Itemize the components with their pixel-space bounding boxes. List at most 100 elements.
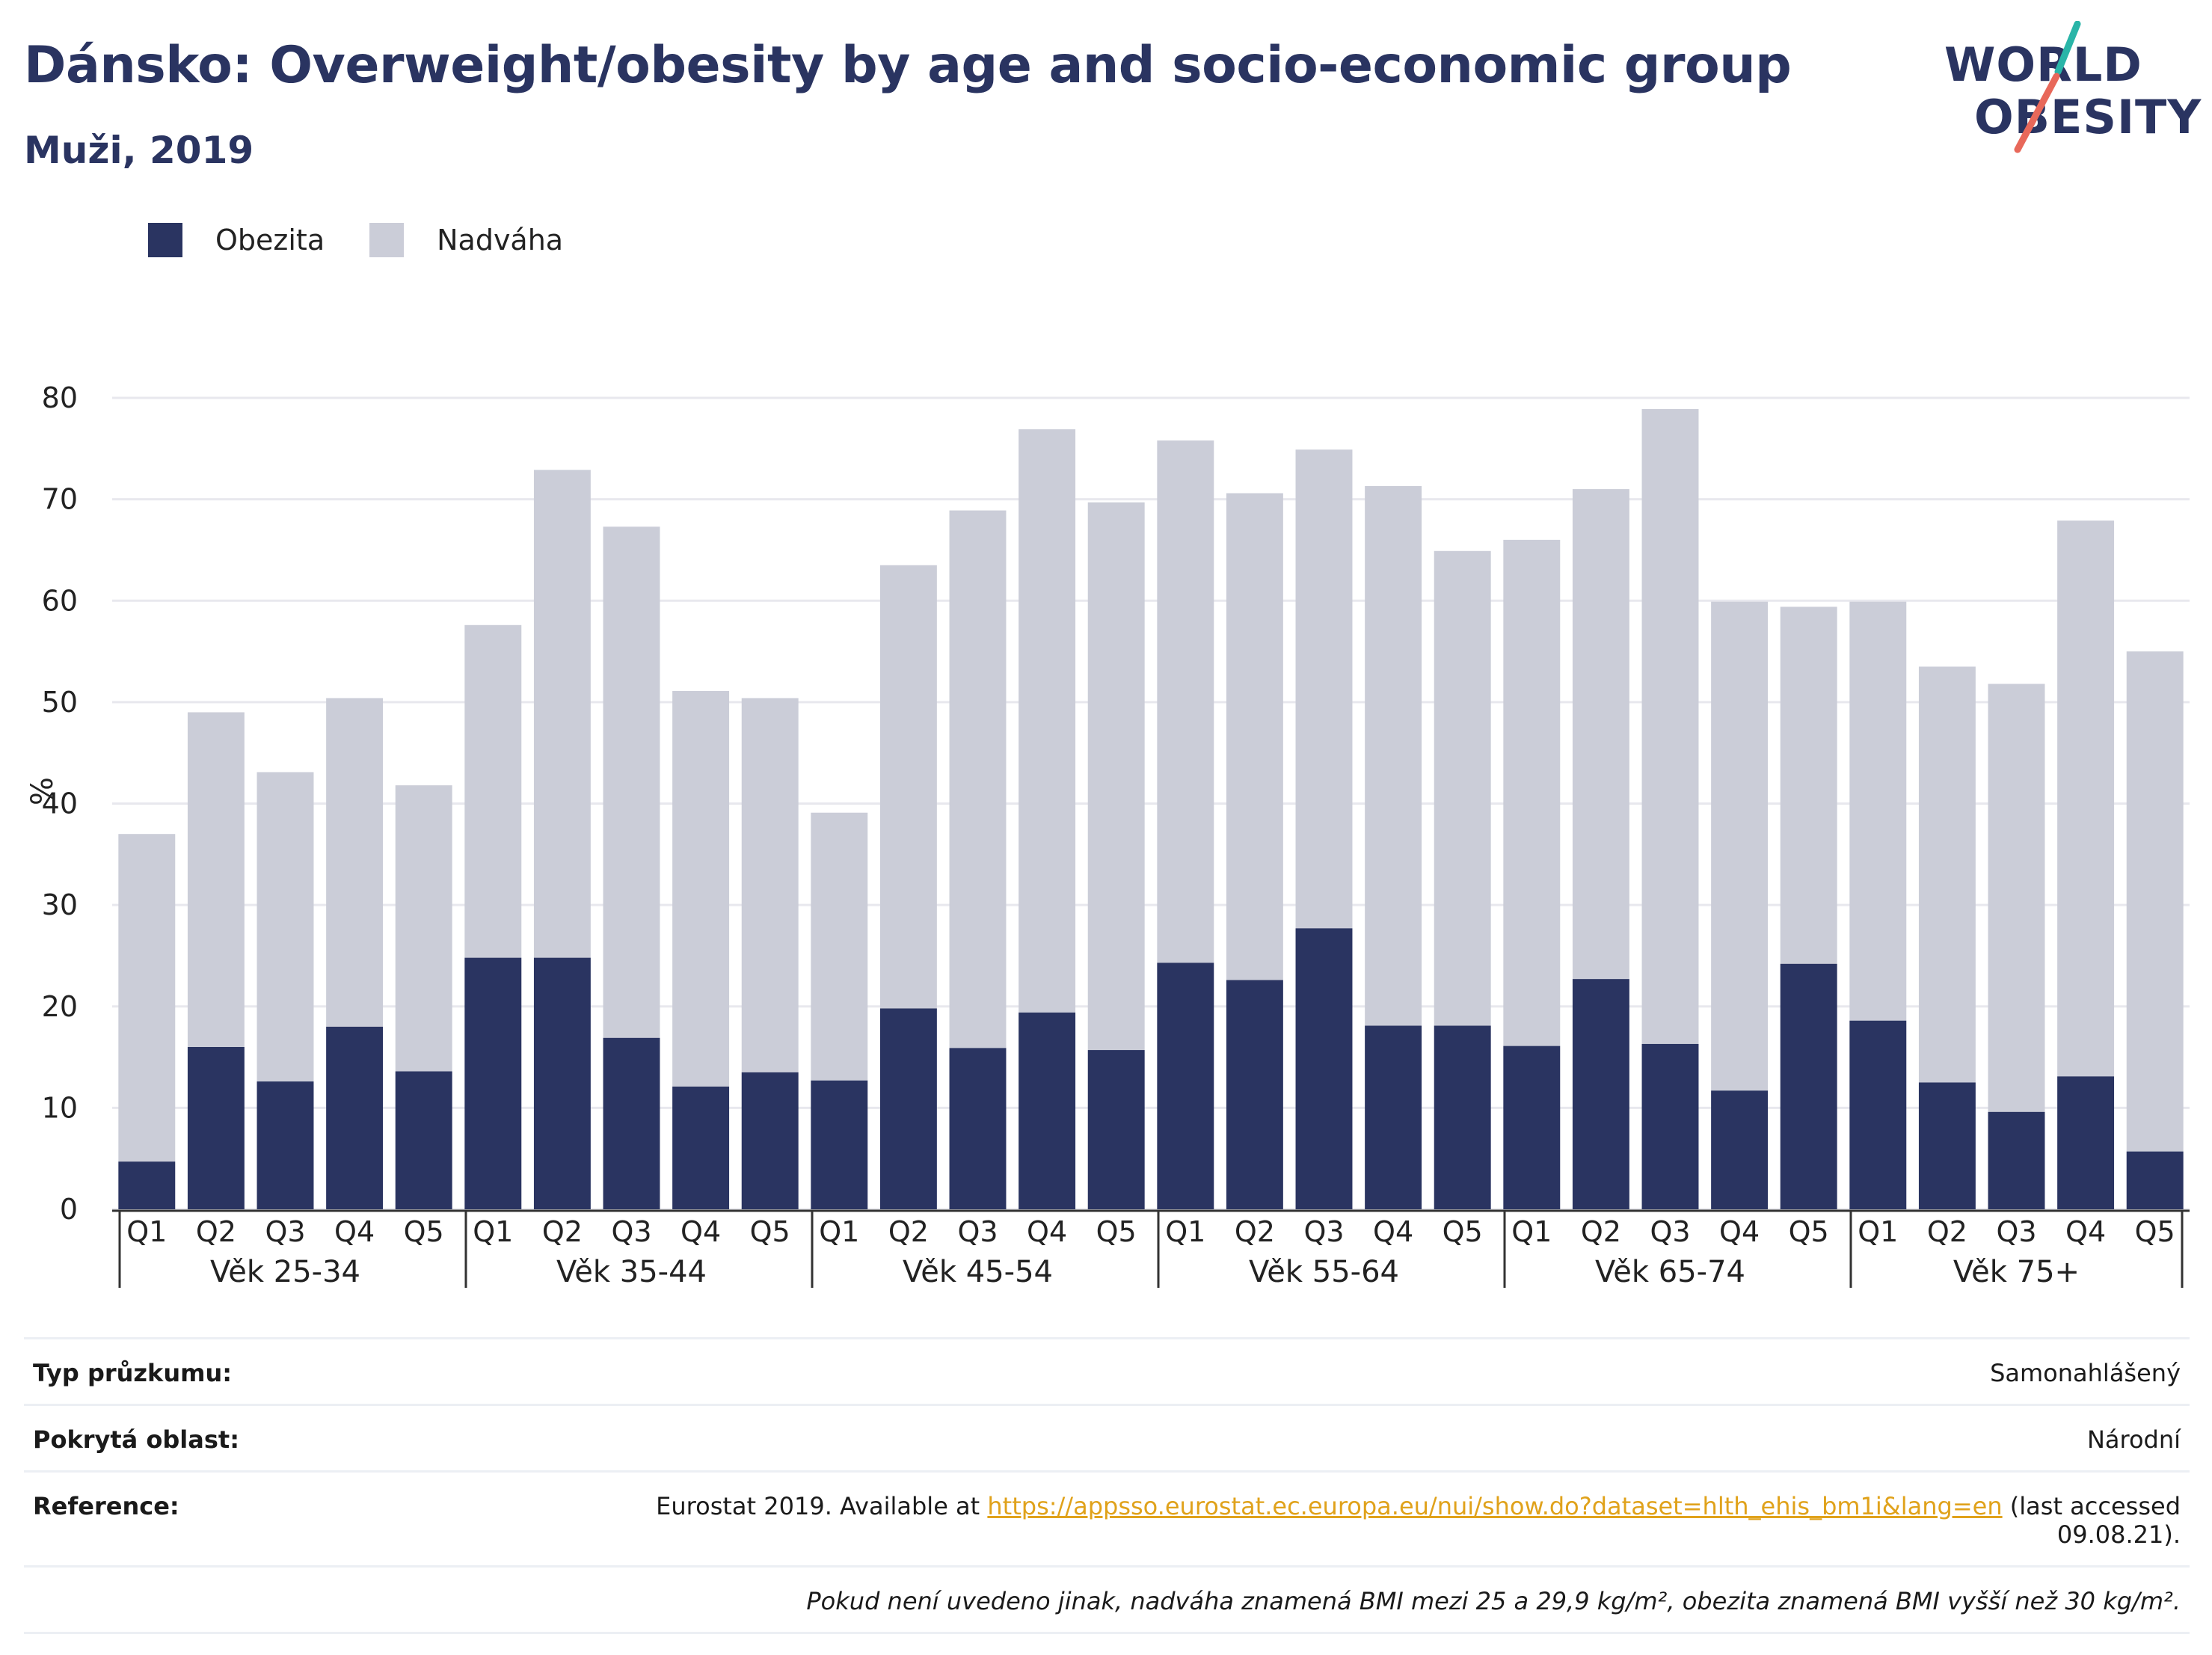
bar-obesity bbox=[949, 1048, 1007, 1209]
x-tick-label: Q4 bbox=[2065, 1215, 2106, 1248]
bar-overweight bbox=[879, 565, 937, 1009]
bar-obesity bbox=[1918, 1082, 1976, 1209]
y-tick-label: 0 bbox=[60, 1193, 78, 1226]
y-tick-label: 10 bbox=[42, 1091, 78, 1124]
bar-overweight bbox=[1295, 449, 1353, 929]
page-subtitle: Muži, 2019 bbox=[24, 129, 254, 172]
bar-overweight bbox=[1226, 493, 1283, 980]
group-label: Věk 55-64 bbox=[1249, 1255, 1399, 1289]
x-tick-label: Q3 bbox=[1996, 1215, 2036, 1248]
logo-slash-teal bbox=[2054, 21, 2081, 76]
survey-type-label: Typ průzkumu: bbox=[33, 1359, 233, 1387]
area-value: Národní bbox=[2086, 1425, 2181, 1454]
y-tick-label: 60 bbox=[42, 584, 78, 617]
bar-obesity bbox=[1503, 1045, 1561, 1209]
survey-type-value: Samonahlášený bbox=[1990, 1359, 2181, 1387]
legend-label-obesity: Obezita bbox=[215, 224, 325, 257]
info-table: Typ průzkumu: Samonahlášený Pokrytá obla… bbox=[24, 1337, 2190, 1634]
bar-overweight bbox=[603, 526, 660, 1038]
bar-obesity bbox=[326, 1026, 384, 1209]
x-tick-label: Q5 bbox=[750, 1215, 790, 1248]
bar-overweight bbox=[1087, 502, 1145, 1051]
bar-obesity bbox=[1780, 963, 1837, 1209]
bar-obesity bbox=[1157, 962, 1214, 1209]
reference-suffix: (last accessed bbox=[2002, 1492, 2181, 1520]
x-tick-label: Q1 bbox=[126, 1215, 167, 1248]
x-tick-label: Q1 bbox=[1511, 1215, 1552, 1248]
bar-obesity bbox=[464, 957, 522, 1209]
bar-obesity bbox=[1434, 1025, 1491, 1209]
bar-overweight bbox=[1157, 440, 1214, 963]
definition-note: Pokud není uvedeno jinak, nadváha znamen… bbox=[24, 1565, 2190, 1634]
x-tick-label: Q1 bbox=[1165, 1215, 1205, 1248]
bar-overweight bbox=[672, 690, 730, 1087]
bar-obesity bbox=[1711, 1090, 1769, 1209]
bar-obesity bbox=[1641, 1043, 1699, 1209]
bar-overweight bbox=[1641, 408, 1699, 1044]
bar-obesity bbox=[118, 1161, 176, 1209]
bar-obesity bbox=[256, 1081, 314, 1209]
y-tick-label: 80 bbox=[42, 381, 78, 414]
bar-obesity bbox=[741, 1072, 799, 1209]
x-tick-label: Q5 bbox=[1096, 1215, 1137, 1248]
legend-item-overweight[interactable]: Nadváha bbox=[369, 223, 563, 257]
x-tick-label: Q3 bbox=[1303, 1215, 1344, 1248]
x-tick-label: Q2 bbox=[196, 1215, 236, 1248]
group-label: Věk 65-74 bbox=[1595, 1255, 1745, 1289]
legend-item-obesity[interactable]: Obezita bbox=[148, 223, 325, 257]
bar-overweight bbox=[1019, 429, 1076, 1013]
legend-swatch-overweight bbox=[369, 223, 405, 257]
bar-overweight bbox=[1711, 601, 1769, 1091]
x-tick-label: Q2 bbox=[888, 1215, 929, 1248]
bar-obesity bbox=[672, 1086, 730, 1209]
x-tick-label: Q2 bbox=[542, 1215, 583, 1248]
bar-overweight bbox=[1572, 489, 1629, 980]
bar-overweight bbox=[187, 712, 245, 1047]
y-tick-label: 50 bbox=[42, 686, 78, 719]
bar-obesity bbox=[879, 1008, 937, 1209]
reference-prefix: Eurostat 2019. Available at bbox=[656, 1492, 988, 1520]
x-tick-label: Q5 bbox=[404, 1215, 444, 1248]
legend-label-overweight: Nadváha bbox=[437, 224, 564, 257]
info-row-area: Pokrytá oblast: Národní bbox=[24, 1404, 2190, 1470]
bar-overweight bbox=[2057, 521, 2115, 1077]
area-label: Pokrytá oblast: bbox=[33, 1425, 239, 1454]
bar-obesity bbox=[1849, 1020, 1907, 1209]
y-tick-label: 30 bbox=[42, 888, 78, 921]
x-tick-label: Q3 bbox=[1650, 1215, 1690, 1248]
group-label: Věk 25-34 bbox=[210, 1255, 360, 1289]
bar-overweight bbox=[326, 698, 384, 1027]
world-obesity-logo: WORLD OBESITY bbox=[1944, 21, 2201, 163]
reference-value: Eurostat 2019. Available at https://apps… bbox=[656, 1492, 2181, 1549]
x-tick-label: Q4 bbox=[1719, 1215, 1760, 1248]
bar-overweight bbox=[1988, 684, 2045, 1112]
x-tick-label: Q3 bbox=[957, 1215, 998, 1248]
y-tick-label: 40 bbox=[42, 787, 78, 820]
bar-overweight bbox=[1918, 666, 1976, 1083]
stacked-bar-chart: 0 10 20 30 40 50 60 70 80% Q1 Q2 Q3 Q4 Q5 Věk 25-34 Q1 Q… bbox=[25, 381, 2190, 1289]
x-tick-label: Q3 bbox=[265, 1215, 305, 1248]
bar-obesity bbox=[1988, 1111, 2045, 1209]
bar-overweight bbox=[741, 698, 799, 1072]
reference-link[interactable]: https://appsso.eurostat.ec.europa.eu/nui… bbox=[987, 1492, 2003, 1520]
bar-overweight bbox=[949, 510, 1007, 1048]
x-tick-label: Q5 bbox=[2135, 1215, 2175, 1248]
bar-obesity bbox=[1087, 1050, 1145, 1209]
bar-obesity bbox=[1365, 1025, 1422, 1209]
reference-date: 09.08.21). bbox=[2056, 1520, 2181, 1549]
bar-obesity bbox=[1019, 1012, 1076, 1209]
group-label: Věk 45-54 bbox=[903, 1255, 1053, 1289]
info-row-reference: Reference: Eurostat 2019. Available at h… bbox=[24, 1470, 2190, 1565]
bar-obesity bbox=[2126, 1151, 2184, 1209]
x-tick-label: Q1 bbox=[473, 1215, 513, 1248]
bar-obesity bbox=[395, 1071, 452, 1209]
bar-obesity bbox=[811, 1080, 868, 1209]
x-tick-label: Q3 bbox=[611, 1215, 651, 1248]
x-tick-label: Q1 bbox=[1858, 1215, 1898, 1248]
legend-swatch-obesity bbox=[148, 223, 182, 257]
x-tick-label: Q5 bbox=[1443, 1215, 1483, 1248]
y-tick-label: 70 bbox=[42, 483, 78, 516]
bar-obesity bbox=[187, 1047, 245, 1209]
group-label: Věk 35-44 bbox=[556, 1255, 707, 1289]
x-tick-label: Q2 bbox=[1927, 1215, 1967, 1248]
